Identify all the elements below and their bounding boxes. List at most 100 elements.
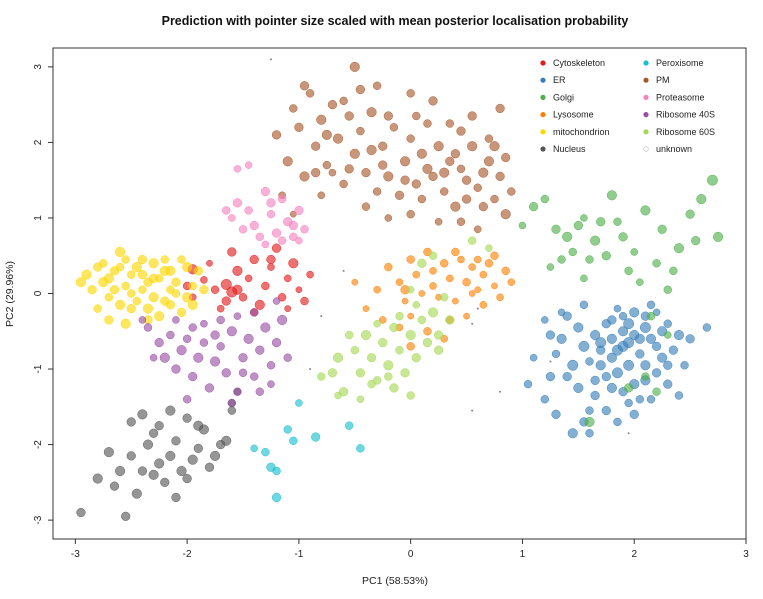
point [309,368,312,371]
point [579,300,589,310]
point [238,368,248,378]
point [434,330,444,340]
point [109,481,120,491]
point [154,337,164,348]
point [663,360,673,370]
point [585,357,594,366]
point [567,359,579,371]
point [148,273,159,284]
y-tick-label: -2 [33,440,44,449]
point [299,81,310,91]
point [115,246,126,257]
point [646,311,656,321]
point [272,466,281,476]
point [618,311,628,321]
point [216,315,225,325]
point [451,247,460,257]
legend-marker [643,111,649,118]
point [400,175,410,185]
series-er [523,300,712,439]
point [339,179,348,189]
point [300,225,309,234]
point [613,417,622,427]
point [182,262,193,273]
point [305,89,315,98]
point [249,254,259,265]
point [400,368,410,378]
point [636,278,644,286]
point [652,308,661,317]
point [428,96,438,106]
legend-marker [540,77,546,83]
point [277,194,287,204]
point [384,214,393,222]
point [126,451,136,461]
point [500,209,511,220]
point [289,436,298,445]
point [165,450,176,461]
point [250,444,258,453]
point [663,379,673,389]
point [210,356,221,367]
point [193,420,204,431]
point [562,231,573,242]
point [210,330,220,340]
point [266,209,276,219]
point [680,361,689,370]
point [429,267,437,275]
point [332,352,344,363]
point [115,299,126,310]
point [590,375,600,385]
y-axis-label: PC2 (29.96%) [4,261,16,327]
point [545,330,556,340]
point [311,168,321,178]
point [652,387,661,396]
point [507,278,516,286]
point [646,300,656,310]
point [606,352,617,363]
x-tick-label: 3 [743,549,749,560]
point [232,265,243,276]
point [635,395,645,404]
point [422,337,433,348]
point [585,429,594,438]
point [206,259,213,267]
point [282,156,293,167]
point [440,187,449,196]
point [311,432,321,442]
point [159,265,170,276]
point [434,345,444,355]
point [221,435,232,446]
point [87,285,97,295]
point [629,307,640,318]
point [406,209,415,219]
point [641,372,650,381]
point [378,316,387,324]
point [220,278,232,290]
point [131,488,142,499]
point [634,333,645,344]
point [132,296,142,306]
point [233,387,242,396]
point [490,194,499,204]
y-tick-label: -3 [33,515,44,524]
point [372,187,382,196]
point [204,462,215,472]
point [707,174,718,186]
point [172,316,180,324]
point [266,361,276,370]
point [176,465,187,477]
point [327,368,338,378]
point [428,251,438,260]
point [657,224,667,234]
point [233,165,242,173]
point [624,266,633,276]
point [226,326,237,337]
point [109,285,120,295]
point [355,84,365,95]
point [546,263,555,271]
point [344,164,354,174]
chart-title: Prediction with pointer size scaled with… [162,14,629,28]
point [383,111,393,121]
point [713,231,724,242]
